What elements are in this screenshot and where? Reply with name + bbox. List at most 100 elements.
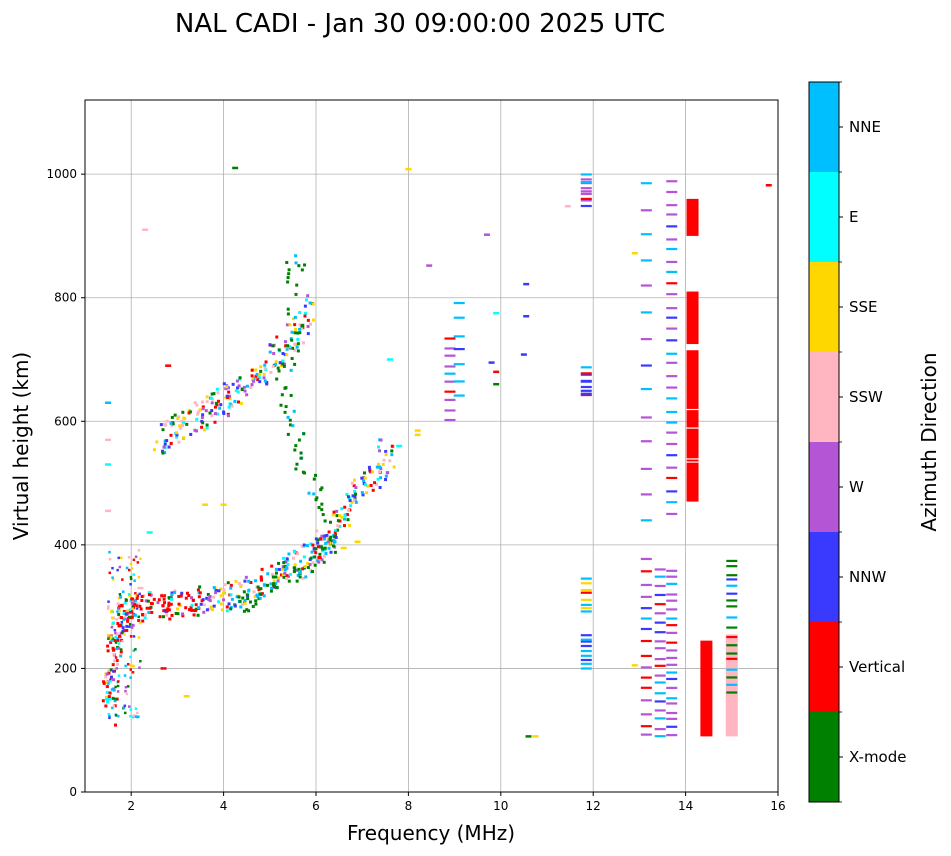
echo-point [112,621,116,625]
echo-point [293,566,297,570]
echo-point [532,735,539,738]
echo-point [168,617,172,621]
echo-point [298,331,302,335]
echo-point [114,714,118,717]
echo-point [303,564,307,568]
echo-point [281,572,285,576]
echo-point [157,598,161,602]
echo-point [654,584,666,588]
echo-point [104,675,108,679]
echo-point [343,517,347,521]
echo-point [654,631,666,634]
echo-point [316,541,320,545]
echo-point [303,263,307,267]
echo-point [520,353,527,356]
echo-point [362,479,366,483]
echo-point [444,365,456,368]
echo-point [726,592,738,595]
echo-point [128,610,132,614]
echo-point [119,596,123,599]
echo-column [686,198,699,236]
echo-point [426,264,433,267]
echo-point [308,301,312,305]
echo-point [296,342,300,346]
echo-point [666,421,678,424]
echo-point [281,565,285,569]
echo-point [290,338,294,342]
echo-point [580,644,592,648]
echo-point [343,514,347,518]
echo-point [198,585,202,589]
echo-point [111,566,114,570]
echo-point [311,543,315,547]
echo-point [229,607,233,611]
echo-point [117,612,121,616]
echo-point [205,596,209,600]
echo-point [493,382,500,386]
echo-point [116,690,120,693]
echo-point [666,204,678,207]
echo-point [111,696,115,700]
echo-point [237,400,241,404]
echo-point [306,332,310,336]
echo-point [580,385,592,389]
echo-point [143,613,147,617]
echo-point [319,488,323,492]
echo-point [108,550,111,554]
echo-point [640,440,652,443]
echo-point [453,380,465,383]
echo-point [386,471,390,475]
echo-point [580,178,592,181]
echo-point [300,268,304,272]
echo-point [666,631,678,634]
echo-point [252,590,256,594]
echo-point [726,578,738,581]
echo-point [444,337,456,340]
x-tick-label: 6 [312,799,320,813]
echo-point [161,604,165,608]
echo-point [276,576,280,580]
echo-point [283,568,287,572]
colorbar-frame [808,81,840,803]
echo-point [580,373,592,376]
echo-point [640,209,652,212]
echo-point [263,379,267,383]
echo-point [272,582,276,586]
echo-point [640,259,652,262]
echo-point [141,619,145,623]
echo-point [654,664,666,667]
echo-point [245,393,249,397]
colorbar-segment [809,442,839,532]
echo-point [147,591,151,595]
echo-point [124,615,127,619]
echo-point [170,415,174,419]
echo-point [362,471,366,475]
plot-frame [84,99,779,793]
echo-point [123,633,126,636]
echo-point [488,361,495,364]
echo-point [631,664,638,667]
echo-point [444,347,456,350]
echo-point [208,594,212,598]
echo-point [108,557,112,561]
echo-point [493,311,500,315]
echo-point [666,663,678,666]
echo-point [299,451,303,455]
echo-point [152,448,156,452]
echo-point [666,476,678,480]
echo-point [184,606,188,610]
echo-point [112,648,116,652]
echo-point [283,571,287,575]
echo-point [640,733,652,736]
echo-point [666,593,678,596]
echo-point [325,533,329,537]
echo-point [170,591,174,595]
echo-point [376,477,380,481]
echo-point [137,636,141,639]
echo-point [237,384,241,388]
echo-point [259,575,263,579]
echo-point [274,360,278,364]
echo-point [726,574,738,577]
y-tick-label: 1000 [46,167,77,181]
echo-point [110,639,113,643]
